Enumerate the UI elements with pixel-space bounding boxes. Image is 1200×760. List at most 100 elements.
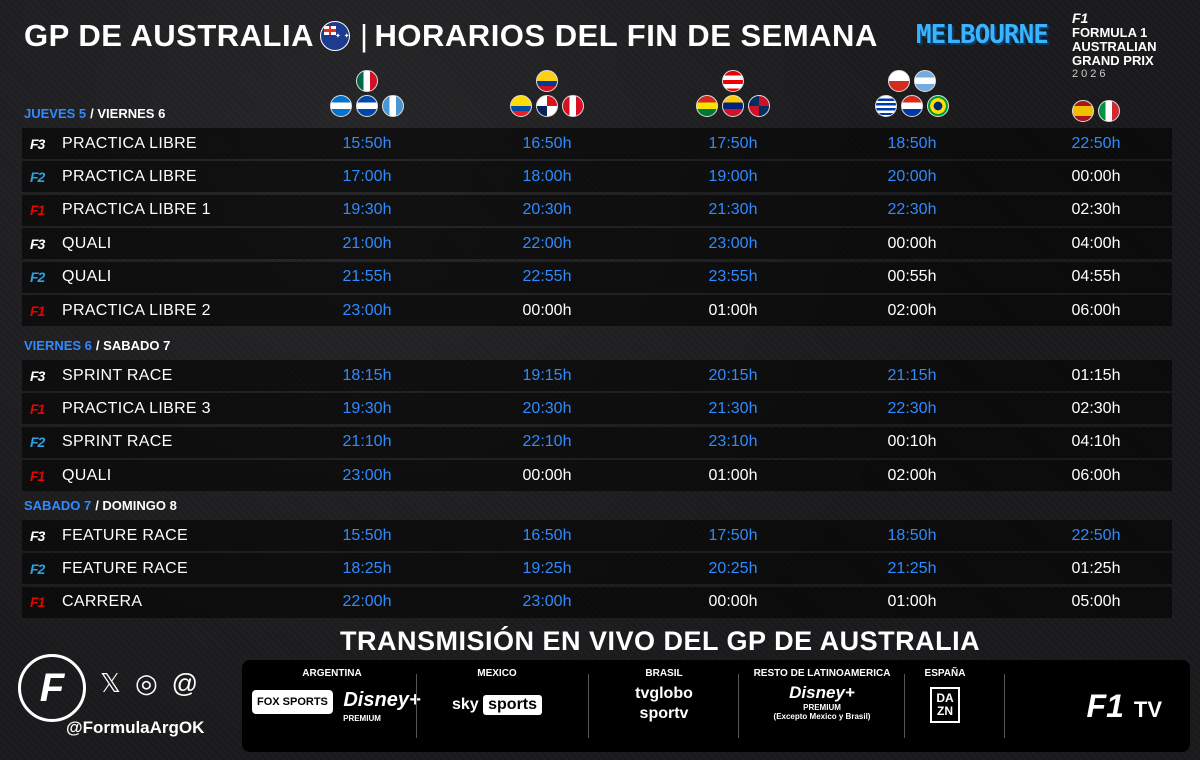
section-day-label: SABADO 7/ DOMINGO 8 bbox=[24, 498, 177, 513]
brand-block: F 𝕏 ◎ @ @FormulaArgOK bbox=[18, 648, 238, 748]
disney-plus-logo: Disney+ bbox=[343, 689, 421, 711]
country-label: ESPAÑA bbox=[924, 668, 966, 679]
flag-row bbox=[888, 70, 936, 92]
gp-logo-line1: FORMULA 1 bbox=[1072, 25, 1148, 40]
dazn-top: DA bbox=[936, 691, 954, 705]
day-end: / VIERNES 6 bbox=[90, 106, 166, 121]
session-time: 22:30h bbox=[887, 399, 937, 417]
instagram-icon[interactable]: ◎ bbox=[134, 668, 158, 698]
session-time: 22:50h bbox=[1071, 526, 1121, 544]
threads-icon[interactable]: @ bbox=[171, 668, 199, 698]
day-start: JUEVES 5 bbox=[24, 106, 87, 121]
country-label: RESTO DE LATINOAMERICA bbox=[753, 668, 891, 679]
session-name: CARRERA bbox=[62, 593, 143, 611]
session-time: 19:15h bbox=[522, 366, 572, 384]
session-time: 01:25h bbox=[1071, 559, 1121, 577]
f1-logo-icon: F1 bbox=[1086, 688, 1124, 724]
session-time: 20:25h bbox=[708, 559, 758, 577]
session-time: 00:10h bbox=[887, 433, 937, 451]
flag-row bbox=[722, 70, 744, 92]
table-row: F2 SPRINT RACE 21:10h 22:10h 23:10h 00:10h 04:… bbox=[22, 426, 1172, 458]
session-time: 19:30h bbox=[342, 399, 392, 417]
session-time: 04:55h bbox=[1071, 268, 1121, 286]
day-start: SABADO 7 bbox=[24, 498, 92, 513]
session-time: 21:10h bbox=[342, 433, 392, 451]
sky-logo: sky bbox=[451, 696, 479, 713]
f3-logo-icon: F3 bbox=[30, 135, 45, 152]
f2-logo-icon: F2 bbox=[30, 168, 45, 185]
session-time: 00:00h bbox=[522, 301, 572, 319]
day-end: / SABADO 7 bbox=[95, 338, 171, 353]
f1-logo-icon: F1 bbox=[30, 202, 45, 219]
spain-flag-icon bbox=[1072, 100, 1094, 122]
session-time: 23:00h bbox=[342, 301, 392, 319]
session-time: 19:25h bbox=[522, 559, 572, 577]
session-time: 04:00h bbox=[1071, 234, 1121, 252]
f1-logo-icon: F1 bbox=[30, 400, 45, 417]
divider bbox=[904, 674, 905, 738]
session-time: 06:00h bbox=[1071, 301, 1121, 319]
session-time: 21:25h bbox=[887, 559, 937, 577]
day-end: / DOMINGO 8 bbox=[95, 498, 177, 513]
session-name: FEATURE RACE bbox=[62, 559, 188, 577]
session-time: 16:50h bbox=[522, 526, 572, 544]
table-row: F3 QUALI 21:00h 22:00h 23:00h 00:00h 04:00h bbox=[22, 228, 1172, 260]
session-time: 15:50h bbox=[342, 526, 392, 544]
session-name: PRACTICA LIBRE bbox=[62, 167, 197, 185]
flag-row bbox=[510, 95, 584, 117]
f2-logo-icon: F2 bbox=[30, 560, 45, 577]
dazn-bottom: ZN bbox=[937, 704, 953, 718]
x-icon[interactable]: 𝕏 bbox=[100, 668, 121, 698]
session-time: 02:30h bbox=[1071, 201, 1121, 219]
session-time: 02:00h bbox=[887, 301, 937, 319]
session-time: 20:15h bbox=[708, 366, 758, 384]
session-name: QUALI bbox=[62, 234, 112, 252]
session-time: 17:50h bbox=[708, 134, 758, 152]
social-icons: 𝕏 ◎ @ bbox=[100, 668, 198, 699]
table-row: F1 PRACTICA LIBRE 1 19:30h 20:30h 21:30h 22:3… bbox=[22, 194, 1172, 226]
flag-group bbox=[317, 70, 417, 117]
session-time: 21:30h bbox=[708, 399, 758, 417]
title-right: HORARIOS DEL FIN DE SEMANA bbox=[374, 18, 878, 53]
section-day-label: VIERNES 6/ SABADO 7 bbox=[24, 338, 170, 353]
flag-group bbox=[683, 70, 783, 117]
session-time: 20:00h bbox=[887, 167, 937, 185]
f3-logo-icon: F3 bbox=[30, 235, 45, 252]
channel-argentina: ARGENTINA FOX SPORTS Disney+ PREMIUM bbox=[252, 668, 421, 748]
australian-gp-logo: F1 FORMULA 1 AUSTRALIAN GRAND PRIX 2026 bbox=[1072, 10, 1190, 80]
session-time: 22:30h bbox=[887, 201, 937, 219]
session-time: 19:30h bbox=[342, 201, 392, 219]
session-time: 23:00h bbox=[708, 234, 758, 252]
paraguay-flag-icon bbox=[901, 95, 923, 117]
session-time: 18:15h bbox=[342, 366, 392, 384]
disney-premium-label: PREMIUM bbox=[803, 703, 841, 712]
divider bbox=[588, 674, 589, 738]
session-name: PRACTICA LIBRE 1 bbox=[62, 201, 211, 219]
session-time: 00:00h bbox=[708, 593, 758, 611]
session-time: 15:50h bbox=[342, 134, 392, 152]
table-row: F1 PRACTICA LIBRE 3 19:30h 20:30h 21:30h 22:3… bbox=[22, 393, 1172, 425]
argentina-flag-icon bbox=[914, 70, 936, 92]
bolivia-flag-icon bbox=[696, 95, 718, 117]
session-time: 02:00h bbox=[887, 466, 937, 484]
honduras-flag-icon bbox=[330, 95, 352, 117]
table-row: F1 QUALI 23:00h 00:00h 01:00h 02:00h 06:00h bbox=[22, 460, 1172, 492]
title-separator: | bbox=[359, 18, 369, 53]
channel-logos: FOX SPORTS Disney+ PREMIUM bbox=[252, 689, 421, 723]
session-time: 16:50h bbox=[522, 134, 572, 152]
session-time: 01:00h bbox=[887, 593, 937, 611]
flag-group bbox=[497, 70, 597, 117]
f3-logo-icon: F3 bbox=[30, 527, 45, 544]
melbourne-logo: MELBOURNE bbox=[916, 20, 1049, 50]
social-handle: @FormulaArgOK bbox=[66, 718, 205, 737]
broadcast-title: TRANSMISIÓN EN VIVO DEL GP DE AUSTRALIA bbox=[340, 626, 981, 656]
session-time: 00:00h bbox=[887, 234, 937, 252]
session-time: 21:00h bbox=[342, 234, 392, 252]
session-time: 21:15h bbox=[887, 366, 937, 384]
brazil-flag-icon bbox=[927, 95, 949, 117]
colombia-flag-icon bbox=[536, 70, 558, 92]
disney-plus-logo: Disney+ bbox=[789, 683, 855, 702]
section-day-label: JUEVES 5/ VIERNES 6 bbox=[24, 106, 165, 121]
day-start: VIERNES 6 bbox=[24, 338, 92, 353]
table-row: F2 QUALI 21:55h 22:55h 23:55h 00:55h 04:55h bbox=[22, 261, 1172, 293]
